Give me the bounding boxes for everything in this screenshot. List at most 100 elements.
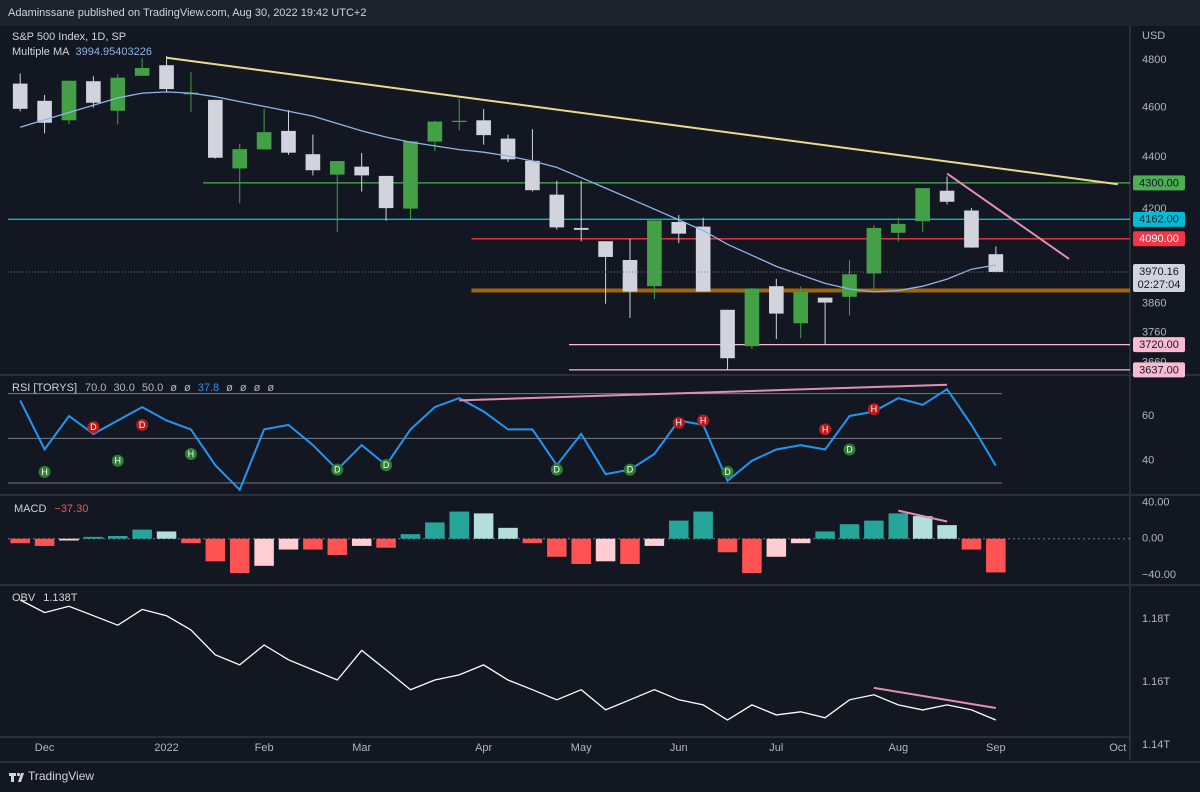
- histogram-bar: [571, 538, 591, 565]
- trendline: [898, 509, 948, 523]
- divergence-label: H: [41, 467, 48, 477]
- divergence-marker: [843, 443, 856, 456]
- level-badge: [1133, 175, 1185, 191]
- histogram-bar: [766, 538, 787, 557]
- candle-body: [964, 210, 979, 248]
- divergence-marker: [331, 463, 344, 476]
- candle-body: [427, 121, 443, 142]
- x-tick-label: Apr: [475, 742, 492, 754]
- histogram-bar: [742, 538, 762, 574]
- divergence-marker: [697, 414, 710, 427]
- x-tick-label: Jun: [670, 742, 688, 754]
- divergence-label: D: [724, 467, 731, 477]
- publish-bar: [0, 0, 1200, 26]
- divergence-marker: [819, 423, 832, 436]
- candle-body: [695, 226, 711, 292]
- x-tick-label: Jul: [769, 742, 783, 754]
- y-tick-label: 4600: [1142, 102, 1166, 114]
- candle-body: [988, 254, 1004, 272]
- candle-body: [769, 286, 784, 314]
- candle-body: [403, 141, 418, 209]
- x-tick-label: Aug: [888, 742, 908, 754]
- trendline: [946, 172, 1070, 260]
- tradingview-logo: [9, 772, 24, 782]
- indicator-title: RSI [TORYS]: [12, 382, 77, 394]
- histogram-bar: [644, 538, 665, 546]
- level-badge: [1133, 337, 1185, 353]
- divergence-marker: [184, 448, 197, 460]
- histogram-bar: [34, 538, 55, 546]
- y-tick-label: 3860: [1142, 297, 1166, 309]
- divergence-label: H: [871, 404, 878, 414]
- histogram-bar: [327, 538, 348, 555]
- candle-body: [842, 274, 857, 297]
- y-tick-label: 4800: [1142, 54, 1166, 66]
- divergence-marker: [87, 421, 100, 434]
- candle-body: [793, 292, 809, 324]
- histogram-bar: [108, 535, 128, 539]
- indicator-input: 70.0: [85, 382, 106, 394]
- divergence-label: D: [846, 444, 853, 454]
- price-scale-currency: USD: [1142, 30, 1165, 42]
- candle-body: [744, 288, 760, 347]
- histogram-bar: [839, 524, 860, 539]
- histogram-bar: [181, 538, 201, 544]
- histogram-bar: [717, 538, 738, 553]
- y-tick-label: 1.18T: [1142, 613, 1170, 625]
- symbol-title: S&P 500 Index, 1D, SP: [12, 31, 126, 43]
- candle-body: [305, 154, 321, 171]
- indicator-input: 50.0: [142, 382, 163, 394]
- bar-countdown: 02:27:04: [1138, 279, 1181, 291]
- histogram-bar: [254, 538, 274, 566]
- histogram-bar: [522, 538, 543, 544]
- candle-body: [866, 227, 882, 274]
- divergence-marker: [623, 463, 636, 476]
- histogram-bar: [376, 538, 396, 548]
- divergence-marker: [136, 418, 149, 431]
- candle-body: [817, 297, 833, 303]
- histogram-bar: [937, 525, 957, 539]
- histogram-bar: [59, 538, 79, 541]
- x-tick-label: May: [571, 742, 592, 754]
- candle-body: [159, 65, 174, 90]
- histogram-bar: [961, 538, 982, 550]
- candle-body: [232, 149, 248, 169]
- divergence-label: D: [627, 465, 634, 475]
- candle-body: [329, 161, 345, 175]
- histogram-bar: [132, 529, 152, 539]
- candle-body: [647, 220, 662, 287]
- overlay-name: Multiple MA: [12, 46, 70, 58]
- indicator-line: [19, 599, 997, 721]
- candle-body: [525, 160, 540, 191]
- histogram-bar: [693, 511, 713, 539]
- histogram-bar: [449, 511, 469, 539]
- candle-body: [500, 138, 516, 160]
- x-tick-label: 2022: [154, 742, 178, 754]
- histogram-bar: [620, 538, 640, 565]
- histogram-bar: [669, 520, 689, 539]
- y-tick-label: 4400: [1142, 151, 1166, 163]
- histogram-bar: [400, 534, 421, 539]
- candle-body: [549, 194, 565, 228]
- publish-info: Adaminssane published on TradingView.com…: [8, 7, 366, 19]
- histogram-bar: [473, 513, 494, 539]
- indicator-input: ø: [267, 382, 274, 394]
- divergence-label: H: [700, 415, 707, 425]
- logo-shape: [18, 773, 24, 782]
- candle-body: [378, 175, 394, 209]
- level-badge: [1133, 211, 1185, 227]
- divergence-marker: [38, 465, 51, 478]
- y-tick-label: 40: [1142, 455, 1154, 467]
- candle-body: [354, 166, 369, 176]
- histogram-bar: [790, 538, 811, 544]
- y-tick-label: 3760: [1142, 327, 1166, 339]
- candle-body: [451, 120, 467, 123]
- indicator-input: ø: [184, 382, 191, 394]
- x-tick-label: Dec: [35, 742, 55, 754]
- indicator-title: OBV: [12, 592, 36, 604]
- level-badge: [1133, 231, 1185, 247]
- histogram-bar: [912, 516, 933, 539]
- candle-body: [573, 227, 589, 230]
- y-tick-label: 60: [1142, 410, 1154, 422]
- divergence-label: D: [554, 465, 561, 475]
